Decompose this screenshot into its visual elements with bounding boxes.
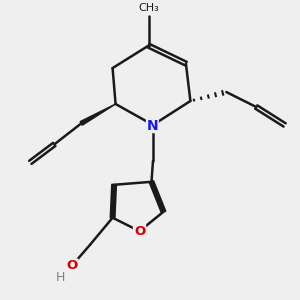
Text: O: O <box>134 225 145 238</box>
Text: N: N <box>147 118 158 133</box>
Text: CH₃: CH₃ <box>138 3 159 13</box>
Text: H: H <box>56 271 65 284</box>
Polygon shape <box>80 104 116 125</box>
Text: O: O <box>67 259 78 272</box>
